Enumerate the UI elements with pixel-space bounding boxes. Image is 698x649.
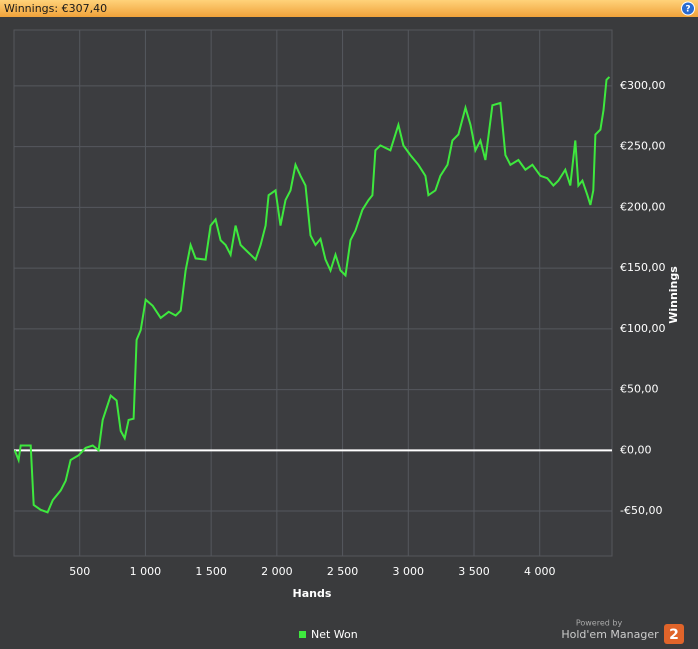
x-tick-label: 500 [69, 565, 90, 578]
x-axis-label: Hands [293, 587, 332, 600]
series-line [13, 76, 611, 514]
plot-area [13, 29, 613, 557]
x-tick-label: 2 000 [261, 565, 293, 578]
x-tick-label: 1 000 [130, 565, 162, 578]
help-button[interactable] [681, 1, 695, 16]
x-tick-label: 2 500 [327, 565, 359, 578]
y-tick-label: €100,00 [620, 322, 666, 335]
legend-label: Net Won [311, 628, 358, 641]
logo-badge [664, 624, 684, 644]
product-name: Hold'em Manager [561, 628, 659, 641]
header-bar [0, 0, 698, 17]
logo-number: 2 [669, 627, 679, 643]
y-tick-label: €200,00 [620, 200, 666, 213]
x-tick-label: 3 500 [458, 565, 490, 578]
x-tick-label: 1 500 [195, 565, 227, 578]
help-icon[interactable]: ? [685, 5, 690, 15]
powered-by: Powered by [576, 619, 623, 628]
x-tick-label: 3 000 [393, 565, 425, 578]
chart-title: Winnings: €307,40 [4, 2, 107, 15]
x-tick-label: 4 000 [524, 565, 556, 578]
y-axis-label: Winnings [667, 266, 680, 324]
legend-swatch [299, 631, 306, 638]
y-tick-label: -€50,00 [620, 504, 662, 517]
y-tick-label: €50,00 [620, 383, 659, 396]
y-tick-label: €250,00 [620, 140, 666, 153]
y-tick-label: €150,00 [620, 261, 666, 274]
y-tick-label: €0,00 [620, 443, 652, 456]
y-tick-label: €300,00 [620, 79, 666, 92]
